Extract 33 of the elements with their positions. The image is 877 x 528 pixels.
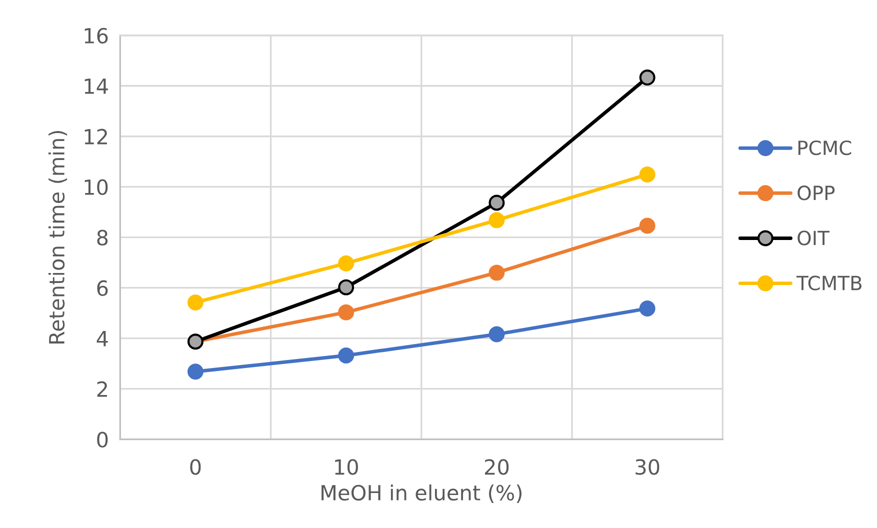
point [488, 326, 505, 342]
x-tick-label: 30 [636, 459, 660, 475]
point [639, 300, 656, 317]
point [338, 304, 354, 320]
legend-label: OIT [798, 230, 830, 246]
point [488, 264, 505, 281]
y-axis-title: Retention time (min) [48, 130, 68, 344]
y-tick-label: 10 [84, 179, 108, 196]
legend-label: TCMTB [796, 276, 862, 290]
y-tick-label: 0 [97, 432, 108, 448]
point [639, 218, 656, 234]
point [639, 166, 656, 182]
y-tick-label: 4 [96, 331, 108, 346]
y-tick-label: 8 [97, 230, 108, 246]
y-tick-label: 6 [97, 280, 108, 296]
point [338, 255, 354, 272]
y-tick-label: 16 [84, 28, 108, 44]
point [488, 194, 505, 211]
legend-label: PCMC [798, 140, 852, 156]
point [187, 294, 204, 310]
x-axis-title: MeOH in eluent (%) [322, 484, 522, 504]
point [338, 347, 354, 364]
x-tick-label: 0 [190, 459, 201, 475]
y-tick-label: 12 [84, 128, 107, 144]
point [488, 212, 505, 228]
x-tick-label: 10 [335, 459, 358, 475]
legend-label: OPP [798, 186, 835, 200]
x-tick-label: 20 [484, 459, 509, 475]
point [187, 364, 204, 380]
y-tick-label: 2 [97, 381, 107, 397]
point [639, 70, 656, 86]
point [338, 279, 354, 296]
y-tick-label: 14 [84, 78, 108, 94]
